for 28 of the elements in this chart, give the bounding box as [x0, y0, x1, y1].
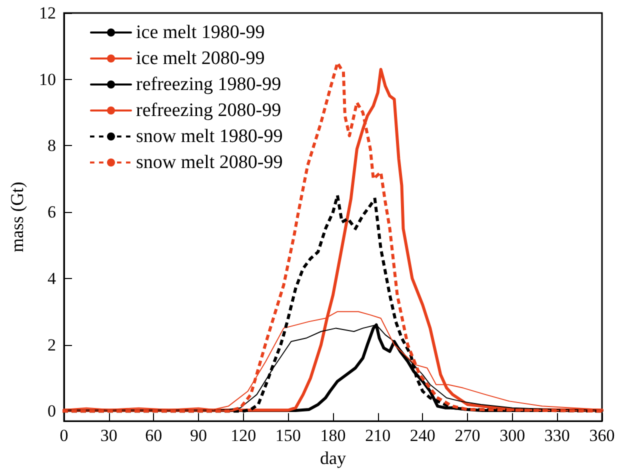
legend-label: ice melt 1980-99: [136, 22, 265, 43]
x-tick-label: 30: [100, 426, 118, 446]
y-tick-label: 8: [48, 136, 56, 156]
x-tick-label: 150: [275, 426, 301, 446]
y-tick-label: 4: [48, 268, 56, 288]
x-tick-label: 300: [500, 426, 526, 446]
x-tick-label: 0: [60, 426, 68, 446]
x-tick-label: 90: [190, 426, 207, 446]
y-tick-label: 2: [48, 335, 56, 354]
y-axis-title: mass (Gt): [7, 182, 27, 252]
x-tick-label: 60: [145, 426, 162, 446]
y-tick-label: 6: [48, 202, 56, 222]
x-tick-label: 120: [230, 426, 256, 446]
x-tick-label: 270: [454, 426, 480, 446]
y-tick-label: 12: [39, 4, 56, 22]
x-tick-label: 360: [589, 426, 615, 446]
y-tick-label: 10: [39, 70, 56, 89]
x-tick-label: 330: [544, 426, 570, 446]
legend-label: ice melt 2080-99: [136, 48, 265, 69]
x-tick-label: 180: [320, 426, 346, 446]
legend-label: snow melt 1980-99: [136, 126, 283, 147]
legend-label: refreezing 1980-99: [136, 74, 282, 95]
y-tick-label: 0: [48, 402, 56, 421]
legend-label: refreezing 2080-99: [136, 100, 282, 121]
x-tick-label: 210: [365, 426, 391, 446]
x-axis-title: day: [320, 448, 346, 468]
legend-label: snow melt 2080-99: [136, 152, 283, 173]
x-tick-label: 240: [410, 426, 436, 446]
